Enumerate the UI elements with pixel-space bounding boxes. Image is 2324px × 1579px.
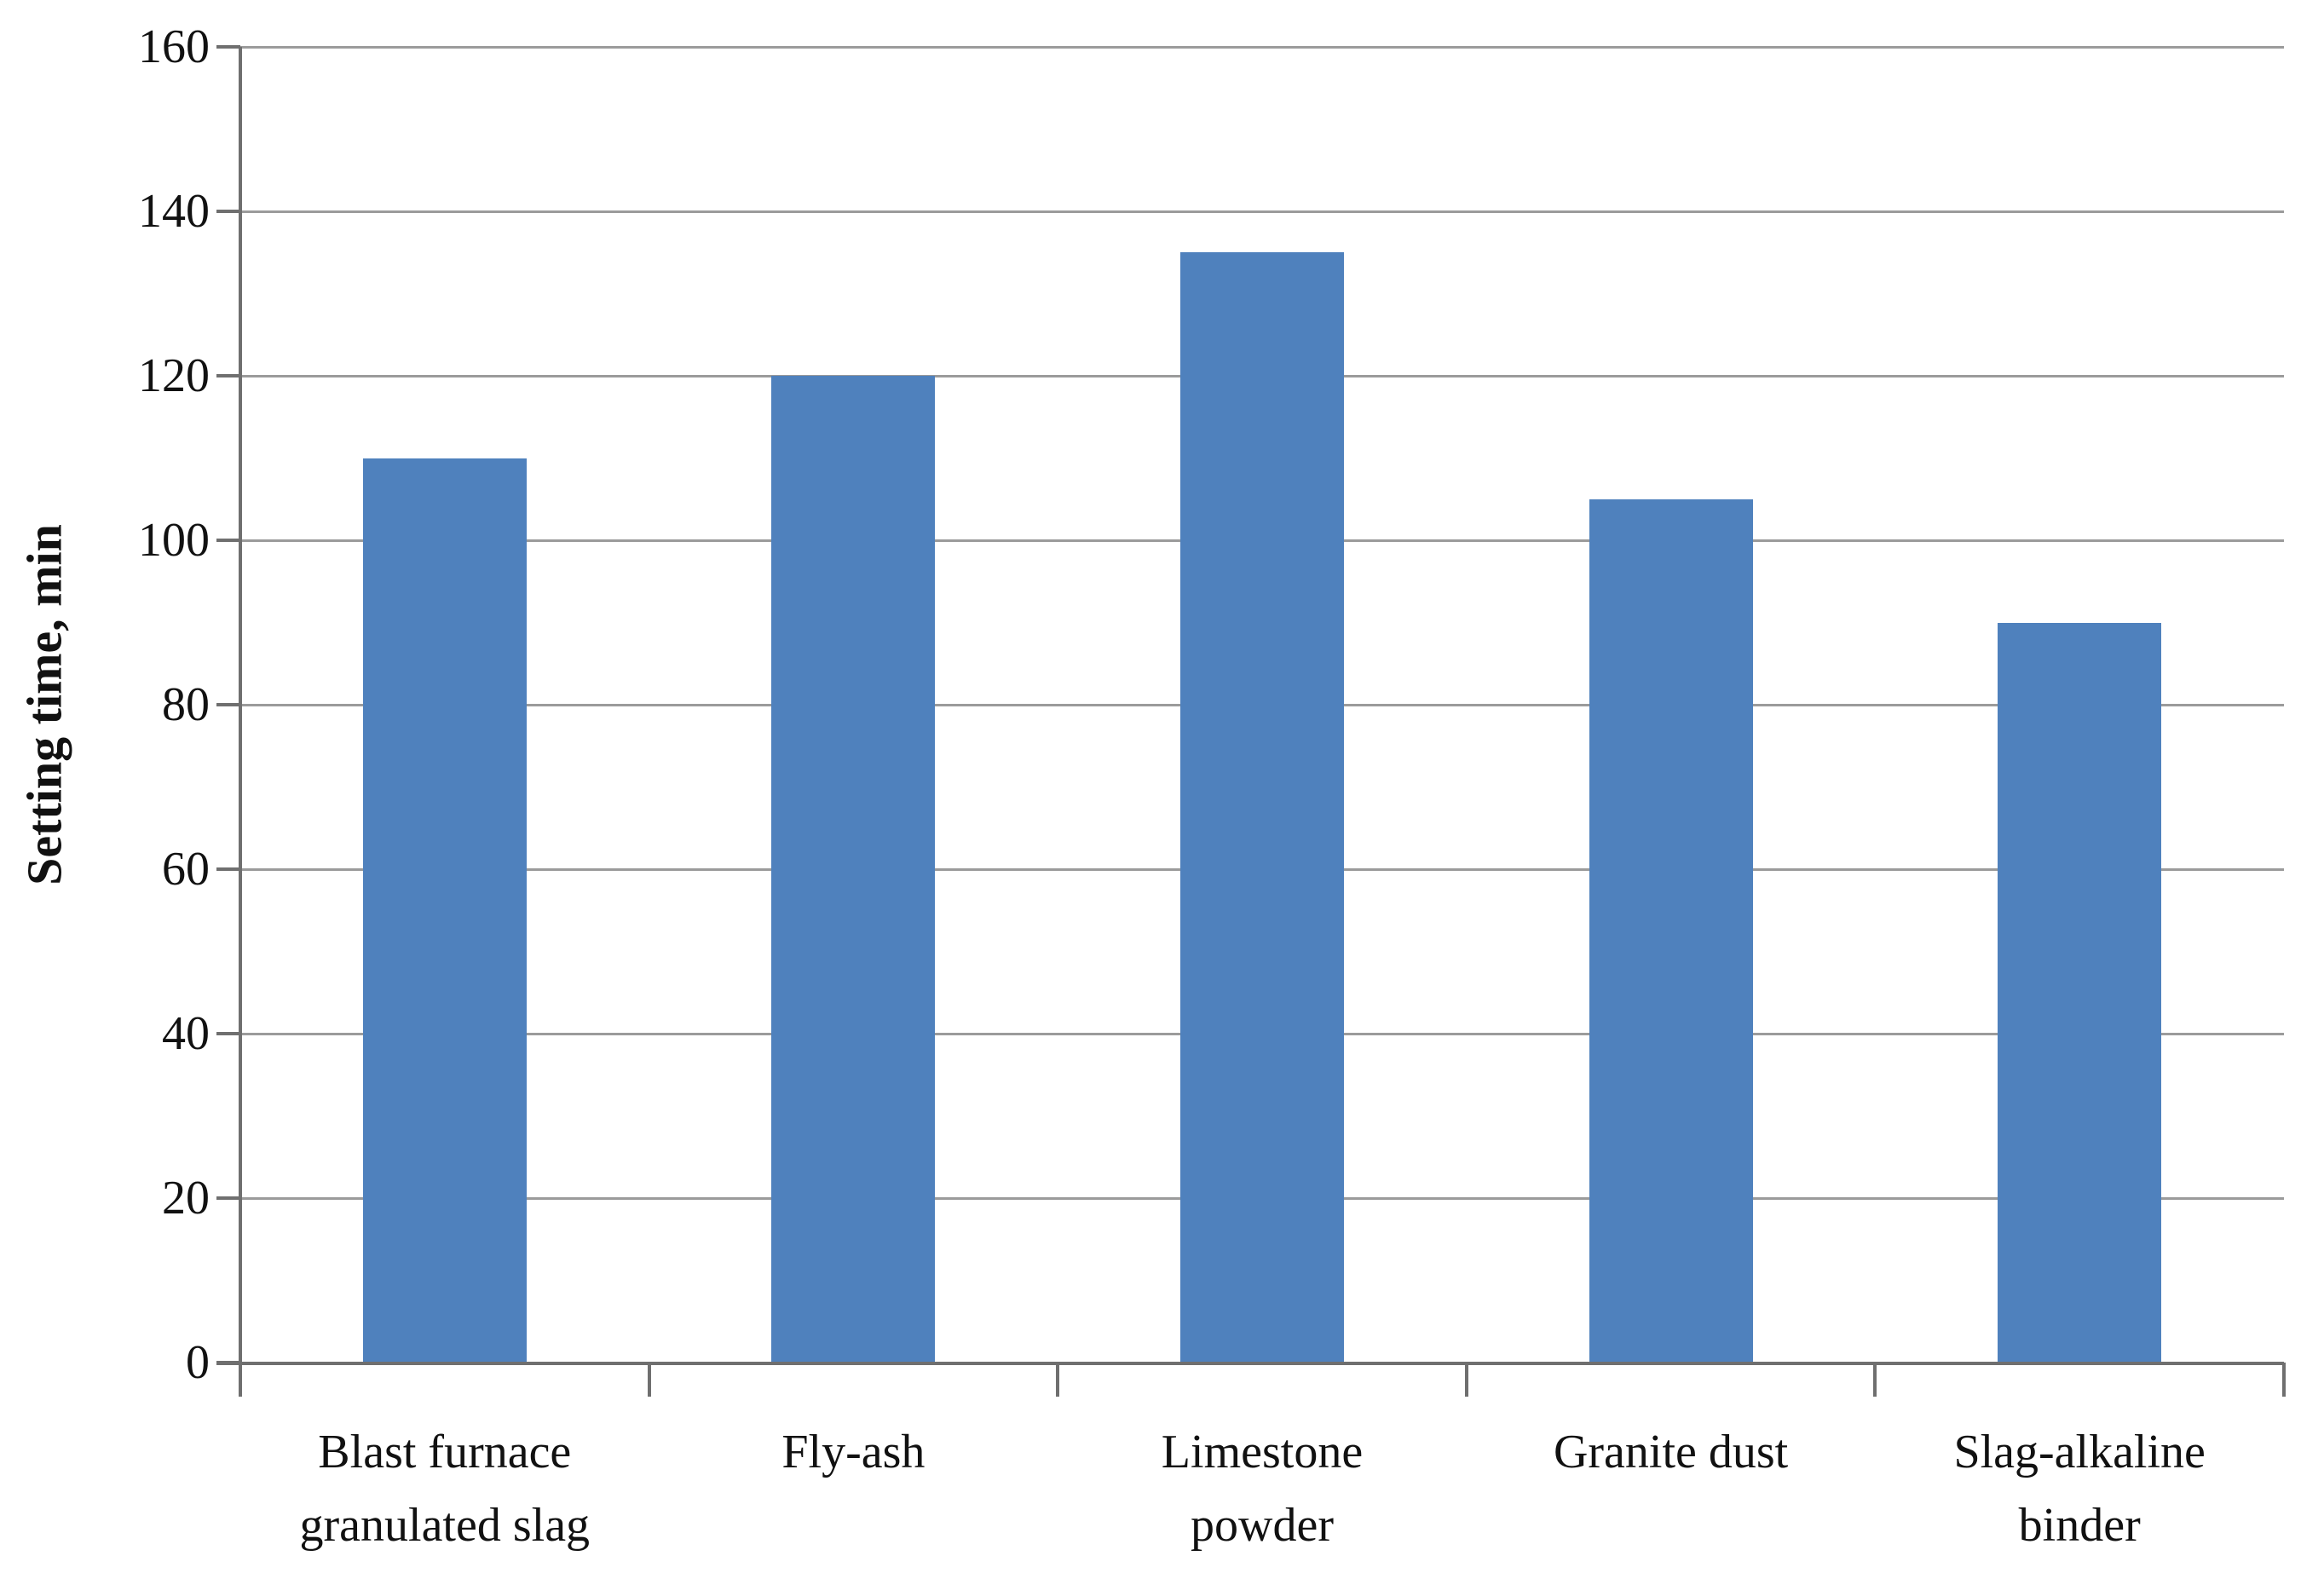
y-tick-label: 80 <box>162 678 210 731</box>
bar-3 <box>1180 252 1344 1363</box>
y-axis-tick <box>216 539 240 542</box>
y-tick-label: 140 <box>138 185 210 238</box>
y-tick-label: 120 <box>138 349 210 402</box>
x-axis-tick <box>2282 1363 2286 1397</box>
x-axis-tick <box>1464 1363 1468 1397</box>
category-label: Granite dust <box>1553 1426 1789 1478</box>
y-tick-label: 40 <box>162 1007 210 1060</box>
category-label: Fly-ash <box>781 1426 926 1478</box>
bar-2 <box>771 376 936 1363</box>
bar-1 <box>362 458 527 1363</box>
y-tick-label: 160 <box>138 20 210 73</box>
y-tick-label: 20 <box>162 1172 210 1225</box>
y-axis-tick <box>216 703 240 706</box>
y-axis-tick <box>216 45 240 49</box>
bar-5 <box>1998 622 2162 1363</box>
y-axis-tick <box>216 374 240 377</box>
x-axis-tick <box>1873 1363 1877 1397</box>
x-axis-tick <box>647 1363 651 1397</box>
bar-4 <box>1589 498 1753 1363</box>
category-label: Slag-alkaline binder <box>1953 1426 2206 1552</box>
x-axis-line <box>216 1362 2284 1365</box>
category-label: Blast furnace granulated slag <box>299 1426 591 1552</box>
y-gridline <box>240 45 2284 49</box>
y-axis-line <box>239 47 242 1397</box>
y-axis-tick <box>216 210 240 213</box>
category-label: Limestone powder <box>1161 1426 1364 1552</box>
x-axis-tick <box>1056 1363 1060 1397</box>
y-axis-tick <box>216 867 240 871</box>
y-tick-label: 0 <box>186 1336 210 1389</box>
y-gridline <box>240 210 2284 213</box>
y-tick-label: 60 <box>162 843 210 896</box>
y-axis-tick <box>216 1032 240 1035</box>
y-tick-label: 100 <box>138 514 210 567</box>
y-axis-tick <box>216 1196 240 1200</box>
y-axis-title: Setting time, min <box>16 524 72 885</box>
